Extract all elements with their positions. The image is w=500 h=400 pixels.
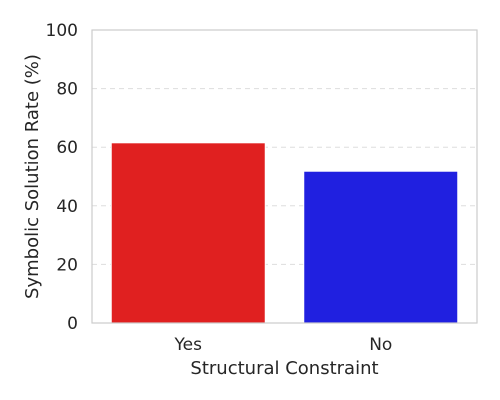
y-tick-label: 60	[56, 138, 78, 158]
y-axis-ticks: 0 20 40 60 80 100	[46, 21, 78, 334]
bars	[110, 142, 459, 324]
y-tick-label: 80	[56, 80, 78, 100]
y-tick-label: 100	[46, 21, 78, 41]
y-tick-label: 0	[67, 314, 78, 334]
x-tick-label: No	[369, 335, 392, 355]
plot-frame	[91, 29, 478, 324]
x-axis-label: Structural Constraint	[190, 358, 378, 379]
bar-no	[303, 170, 459, 324]
bar-yes	[110, 142, 266, 324]
x-axis-ticks: Yes No	[174, 335, 393, 355]
x-tick-label: Yes	[174, 335, 203, 355]
y-tick-label: 20	[56, 255, 78, 275]
y-axis-label: Symbolic Solution Rate (%)	[22, 54, 43, 299]
y-tick-label: 40	[56, 197, 78, 217]
